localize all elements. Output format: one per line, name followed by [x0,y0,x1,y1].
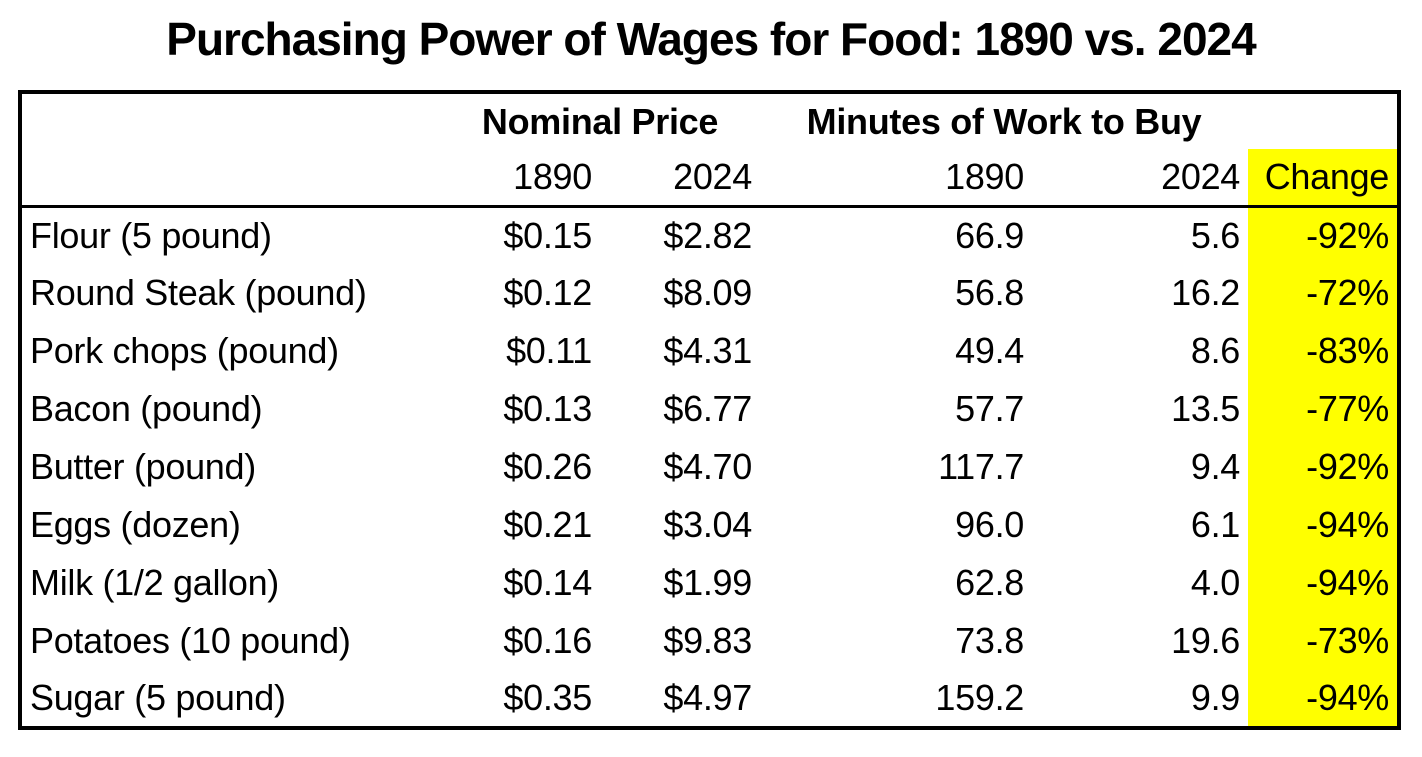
cell-change: -94% [1248,554,1400,612]
cell-nominal-2024: $4.70 [663,446,752,487]
cell-nominal-1890: $0.35 [503,677,592,718]
cell-minutes-2024: 9.9 [1190,677,1241,718]
cell-minutes-1890: 49.4 [955,330,1024,371]
column-header-item [20,149,440,206]
cell-nominal-1890: $0.16 [503,620,592,661]
cell-nominal-2024: $2.82 [663,214,752,256]
cell-nominal-1890: $0.14 [503,562,592,603]
table-row: Eggs (dozen) $0.21 $3.04 96.0 6.1 -94% [20,496,1400,554]
cell-nominal-2024: $8.09 [663,272,752,313]
cell-item: Eggs (dozen) [30,504,241,545]
cell-minutes-2024: 19.6 [1171,620,1241,661]
cell-minutes-2024: 9.4 [1190,446,1241,487]
cell-nominal-2024: $4.97 [663,677,752,718]
cell-item: Round Steak (pound) [30,272,367,313]
cell-nominal-2024: $1.99 [663,562,752,603]
group-header-row: Nominal Price Minutes of Work to Buy [20,92,1399,149]
cell-minutes-2024: 16.2 [1171,272,1241,313]
column-header-nominal-1890: 1890 [513,155,592,197]
cell-nominal-2024: $6.77 [663,388,752,429]
cell-change: -94% [1248,496,1400,554]
cell-item: Milk (1/2 gallon) [30,562,279,603]
cell-minutes-2024: 13.5 [1171,388,1241,429]
cell-item: Flour (5 pound) [30,214,272,256]
group-header-change-spacer [1248,92,1399,149]
cell-minutes-2024: 8.6 [1190,330,1241,371]
column-header-nominal-2024: 2024 [673,155,752,197]
table-row: Bacon (pound) $0.13 $6.77 57.7 13.5 -77% [20,380,1400,438]
cell-minutes-1890: 96.0 [955,504,1024,545]
cell-minutes-2024: 4.0 [1190,562,1241,603]
cell-nominal-2024: $9.83 [663,620,752,661]
table-row: Round Steak (pound) $0.12 $8.09 56.8 16.… [20,264,1400,322]
cell-item: Bacon (pound) [30,388,263,429]
table-body: Flour (5 pound) $0.15 $2.82 66.9 5.6 -92… [20,206,1400,728]
cell-item: Potatoes (10 pound) [30,620,351,661]
column-header-row: 1890 2024 1890 2024 Change [20,149,1400,206]
table-row: Pork chops (pound) $0.11 $4.31 49.4 8.6 … [20,322,1400,380]
cell-minutes-1890: 56.8 [955,272,1024,313]
cell-minutes-2024: 6.1 [1190,504,1241,545]
cell-minutes-1890: 66.9 [955,214,1024,256]
cell-minutes-1890: 62.8 [955,562,1024,603]
cell-nominal-2024: $4.31 [663,330,752,371]
page-title: Purchasing Power of Wages for Food: 1890… [166,13,1256,65]
cell-minutes-1890: 73.8 [955,620,1024,661]
table-row: Flour (5 pound) $0.15 $2.82 66.9 5.6 -92… [20,206,1400,264]
purchasing-power-table: Nominal Price Minutes of Work to Buy 189… [18,90,1402,730]
table-row: Milk (1/2 gallon) $0.14 $1.99 62.8 4.0 -… [20,554,1400,612]
cell-nominal-1890: $0.21 [503,504,592,545]
table-row: Butter (pound) $0.26 $4.70 117.7 9.4 -92… [20,438,1400,496]
cell-minutes-1890: 159.2 [935,677,1024,718]
cell-change: -72% [1248,264,1400,322]
cell-nominal-2024: $3.04 [663,504,752,545]
cell-change: -73% [1248,612,1400,670]
cell-change: -94% [1248,670,1400,728]
group-header-nominal-price: Nominal Price [481,100,719,142]
cell-change: -92% [1248,438,1400,496]
table-row: Potatoes (10 pound) $0.16 $9.83 73.8 19.… [20,612,1400,670]
cell-nominal-1890: $0.12 [503,272,592,313]
cell-change: -83% [1248,322,1400,380]
cell-nominal-1890: $0.11 [506,330,592,371]
cell-minutes-1890: 117.7 [938,446,1024,487]
cell-nominal-1890: $0.15 [503,214,592,256]
group-header-minutes-of-work: Minutes of Work to Buy [806,100,1202,142]
cell-minutes-2024: 5.6 [1190,214,1241,256]
cell-change: -92% [1248,206,1400,264]
column-header-minutes-1890: 1890 [945,155,1024,197]
table-header: Nominal Price Minutes of Work to Buy 189… [20,92,1400,206]
column-header-change: Change [1248,149,1400,206]
cell-nominal-1890: $0.13 [503,388,592,429]
cell-nominal-1890: $0.26 [503,446,592,487]
group-header-spacer [20,92,440,149]
cell-item: Pork chops (pound) [30,330,339,371]
column-header-minutes-2024: 2024 [1161,155,1241,197]
cell-minutes-1890: 57.7 [955,388,1024,429]
table-row: Sugar (5 pound) $0.35 $4.97 159.2 9.9 -9… [20,670,1400,728]
cell-change: -77% [1248,380,1400,438]
cell-item: Butter (pound) [30,446,256,487]
cell-item: Sugar (5 pound) [30,677,286,718]
